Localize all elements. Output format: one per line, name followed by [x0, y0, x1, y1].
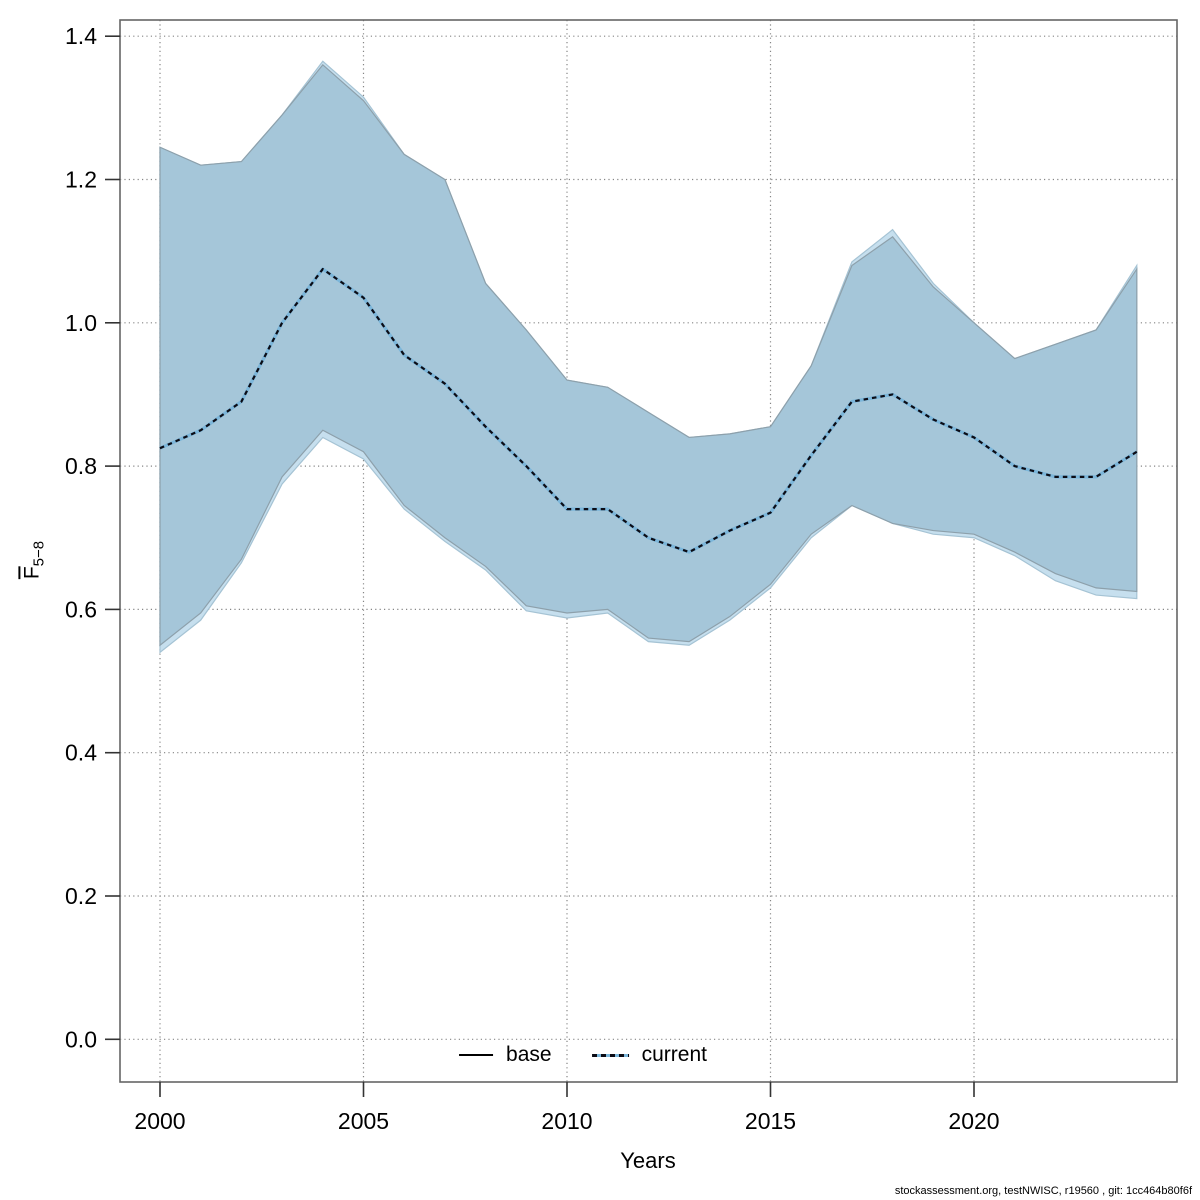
plot-box [119, 19, 1178, 1083]
y-tick-label: 0.8 [65, 453, 97, 479]
y-tick-label: 0.4 [65, 740, 97, 766]
x-tick-label: 2000 [134, 1108, 185, 1134]
y-tick-label: 1.2 [65, 167, 97, 193]
legend-base-label: base [506, 1043, 552, 1066]
x-axis-label: Years [620, 1148, 676, 1173]
y-tick-label: 0.2 [65, 883, 97, 909]
legend-current-label: current [641, 1043, 707, 1066]
legend: base current [459, 1043, 707, 1067]
x-tick-label: 2005 [338, 1108, 389, 1134]
y-tick-label: 0.6 [65, 596, 97, 622]
y-tick-label: 1.0 [65, 310, 97, 336]
legend-base-line-sample [459, 1054, 494, 1056]
y-axis-label-subscript: 5−8 [30, 540, 48, 567]
y-tick-label: 0.0 [65, 1026, 97, 1052]
base-ci-band [159, 63, 1138, 647]
y-axis-label-symbol: F [20, 566, 44, 580]
x-tick-label: 2020 [948, 1108, 999, 1134]
y-tick-label: 1.4 [65, 23, 97, 49]
watermark-caption: stockassessment.org, testNWISC, r19560 ,… [894, 1185, 1192, 1197]
legend-item-base: base [459, 1043, 552, 1067]
y-axis-label: F5−8 [20, 541, 47, 579]
legend-current-line-sample [591, 1053, 629, 1057]
current-line [159, 267, 1138, 554]
legend-item-current: current [591, 1043, 707, 1067]
x-tick-label: 2010 [541, 1108, 592, 1134]
x-tick-label: 2015 [745, 1108, 796, 1134]
